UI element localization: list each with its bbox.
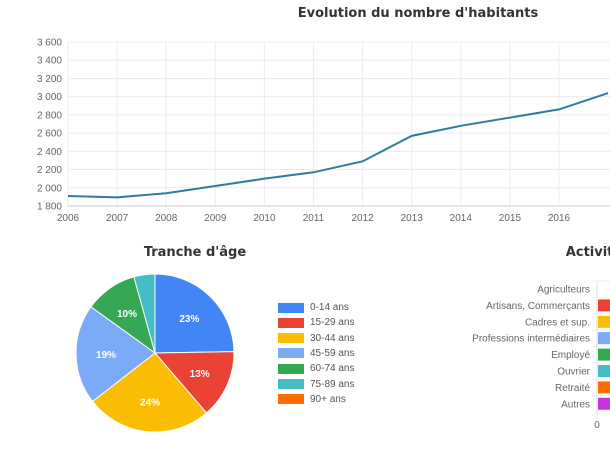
x-tick-label: 2010 [253,213,276,224]
bar-chart-title: Activité [565,245,610,260]
legend-swatch [278,302,304,313]
legend-item[interactable]: 60-74 ans [278,363,354,374]
legend-item[interactable]: 45-59 ans [278,348,354,359]
bar-x-tick-label: 0 [594,420,600,431]
legend-swatch [278,348,304,359]
legend-item[interactable]: 0-14 ans [278,302,349,313]
legend-item[interactable]: 30-44 ans [278,333,354,344]
x-tick-label: 2013 [401,213,424,224]
y-tick-label: 3 000 [37,92,62,103]
pie-slice-label: 13% [190,369,210,380]
x-tick-label: 2006 [57,213,80,224]
line-chart-title: Evolution du nombre d'habitants [297,6,539,21]
y-tick-label: 3 400 [37,56,62,67]
bar[interactable] [598,397,610,410]
bar-category-label: Artisans, Commerçants [486,301,590,312]
bar[interactable] [598,365,610,377]
legend-label: 60-74 ans [310,363,355,375]
legend-label: 45-59 ans [310,347,355,359]
legend-item[interactable]: 75-89 ans [278,379,354,390]
pie-slice[interactable] [154,273,235,354]
legend-label: 90+ ans [310,393,346,405]
bar-category-label: Autres [561,399,590,410]
x-tick-label: 2007 [106,213,129,224]
population-line [67,92,609,199]
y-tick-label: 2 000 [37,183,62,194]
y-tick-label: 2 400 [37,147,62,158]
bar[interactable] [598,315,610,328]
bar[interactable] [598,381,610,394]
bar[interactable] [598,299,610,312]
bar-category-label: Agriculteurs [537,285,590,296]
legend-swatch [278,379,304,389]
legend-label: 15-29 ans [310,317,355,329]
pie-slice[interactable] [91,352,208,433]
y-tick-label: 1 800 [37,202,62,213]
pie-slice-label: 23% [179,314,199,325]
bar-category-label: Employé [551,350,590,361]
y-tick-label: 2 200 [37,165,62,176]
x-tick-label: 2009 [204,213,227,224]
x-tick-label: 2014 [450,213,473,224]
pie-slice-label: 24% [140,398,160,409]
legend-label: 30-44 ans [310,332,355,344]
bar-category-label: Ouvrier [557,367,590,378]
legend-swatch [278,333,304,344]
bar-category-label: Retraité [555,383,590,394]
x-tick-label: 2008 [155,213,178,224]
pie-chart-title: Tranche d'âge [143,245,247,260]
bar-category-label: Professions intermédiaires [472,334,590,345]
bar[interactable] [598,332,610,345]
legend-swatch [278,317,304,328]
pie-slice[interactable] [75,306,156,403]
pie-slice-label: 19% [96,350,116,361]
y-tick-label: 2 600 [37,129,62,140]
legend-label: 75-89 ans [310,378,355,390]
y-tick-label: 3 200 [37,74,62,85]
pie-slice[interactable] [153,351,235,414]
x-tick-label: 2012 [351,213,374,224]
legend-swatch [278,394,304,405]
legend-item[interactable]: 15-29 ans [278,317,354,328]
pie-slice-label: 10% [117,309,137,320]
x-tick-label: 2011 [303,213,325,224]
bar[interactable] [598,348,610,361]
legend-label: 0-14 ans [310,302,349,313]
bar-category-label: Cadres et sup. [525,317,590,328]
y-tick-label: 2 800 [37,110,62,121]
legend-swatch [278,363,304,374]
y-tick-label: 3 600 [37,38,62,49]
x-tick-label: 2016 [548,213,571,224]
pie-slice[interactable] [133,273,156,354]
x-tick-label: 2015 [499,213,522,224]
legend-item[interactable]: 90+ ans [278,394,346,405]
